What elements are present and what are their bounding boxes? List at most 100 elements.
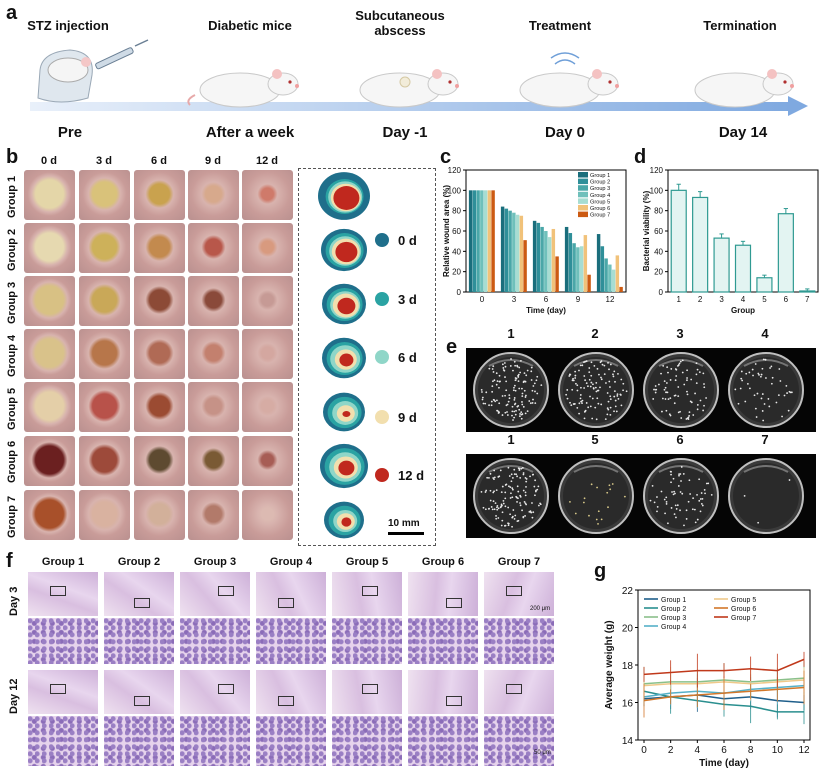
colony (525, 480, 528, 483)
histology-image (28, 572, 98, 616)
colony (778, 368, 781, 370)
bar-group-5 (579, 246, 584, 292)
trace-legend-dot (375, 292, 389, 306)
colony (689, 400, 692, 403)
plate-glare (743, 465, 789, 473)
group-row-7: Group 7 (6, 495, 18, 538)
stage-title-3: Subcutaneous abscess (355, 8, 445, 38)
colony (512, 419, 514, 421)
zoom-box (278, 696, 294, 706)
colony (513, 386, 515, 389)
colony (525, 394, 527, 397)
colony (506, 403, 509, 406)
colony (608, 484, 611, 487)
zoom-box (50, 684, 66, 694)
colony (607, 361, 609, 364)
colony (491, 390, 494, 393)
colony (513, 399, 516, 401)
wound-photo (242, 382, 293, 432)
colony (665, 500, 668, 503)
day-col-6: 6 d (151, 155, 167, 167)
colony (661, 397, 664, 400)
colony (510, 473, 513, 476)
colony (620, 378, 623, 381)
colony (511, 410, 514, 413)
colony (789, 391, 792, 394)
colony (521, 413, 524, 415)
colony (521, 392, 524, 395)
colony (533, 485, 536, 488)
colony (609, 398, 612, 401)
colony (660, 372, 662, 375)
stage-title-2: Diabetic mice (208, 18, 292, 33)
x-tick-label: 4 (695, 745, 701, 756)
plate-top-label-3: 3 (676, 326, 684, 341)
trace-ring (333, 186, 360, 210)
colony (496, 399, 498, 402)
colony (518, 469, 521, 472)
wound-photo (134, 170, 185, 220)
colony (585, 360, 588, 363)
colony (517, 519, 520, 522)
colony (481, 391, 483, 393)
colony (614, 399, 617, 402)
colony (519, 504, 522, 507)
colony (525, 485, 527, 488)
colony (589, 395, 591, 398)
colony (673, 402, 676, 405)
colony (571, 388, 574, 391)
y-tick-label: 100 (650, 186, 664, 195)
histo-head-g6: Group 6 (421, 556, 465, 568)
histo-head-g5: Group 5 (345, 556, 389, 568)
colony (675, 516, 677, 519)
colony (490, 404, 493, 407)
colony (590, 361, 593, 364)
colony (524, 491, 527, 494)
colony (665, 409, 668, 412)
colony (675, 375, 678, 377)
colony (609, 363, 612, 366)
colony (688, 414, 691, 417)
colony (589, 405, 592, 408)
wound-photo (134, 436, 185, 486)
colony (699, 510, 702, 513)
colony (521, 466, 524, 469)
colony (572, 377, 574, 380)
colony (757, 521, 760, 524)
colony (568, 373, 571, 376)
colony (504, 365, 507, 368)
colony (607, 400, 610, 403)
colony (500, 491, 503, 493)
legend-label: Group 2 (661, 606, 686, 613)
wound-photo (79, 223, 130, 273)
colony (579, 364, 582, 367)
colony (593, 365, 596, 367)
histo-head-g4: Group 4 (269, 556, 313, 568)
colony (613, 395, 616, 398)
colony (751, 368, 754, 371)
x-tick-label: 3 (512, 295, 517, 304)
y-tick-label: 0 (457, 288, 462, 297)
bar-group-2 (504, 208, 509, 292)
colony (495, 517, 498, 520)
day-col-12: 12 d (255, 155, 278, 167)
colony (520, 417, 523, 420)
colony (580, 400, 582, 403)
colony (481, 398, 484, 401)
colony (615, 410, 618, 413)
colony (622, 382, 625, 385)
colony (496, 506, 498, 509)
colony (616, 393, 619, 396)
colony (495, 383, 498, 386)
colony (587, 406, 590, 409)
colony (486, 476, 489, 479)
colony (501, 519, 504, 522)
colony (583, 375, 586, 377)
wound-photo (79, 382, 130, 432)
plate-glare (488, 465, 534, 473)
colony (595, 390, 598, 393)
colony (683, 524, 685, 527)
colony (599, 361, 602, 364)
colony (679, 360, 682, 363)
colony (533, 382, 536, 385)
